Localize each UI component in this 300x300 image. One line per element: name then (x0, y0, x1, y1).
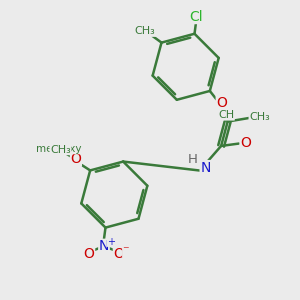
Text: +: + (106, 237, 115, 247)
Text: Cl: Cl (189, 10, 203, 23)
Text: O: O (113, 247, 124, 261)
Text: CH₃: CH₃ (249, 112, 270, 122)
Text: O: O (70, 152, 81, 166)
Text: CH₃: CH₃ (135, 26, 155, 36)
Text: O: O (240, 136, 251, 150)
Text: CH₃: CH₃ (50, 145, 71, 154)
Text: N: N (200, 160, 211, 175)
Text: O: O (216, 96, 227, 110)
Text: N: N (99, 239, 109, 253)
Text: H: H (188, 153, 197, 166)
Text: ⁻: ⁻ (122, 244, 129, 257)
Text: methoxy: methoxy (36, 144, 81, 154)
Text: CH: CH (218, 110, 234, 120)
Text: O: O (84, 247, 94, 261)
